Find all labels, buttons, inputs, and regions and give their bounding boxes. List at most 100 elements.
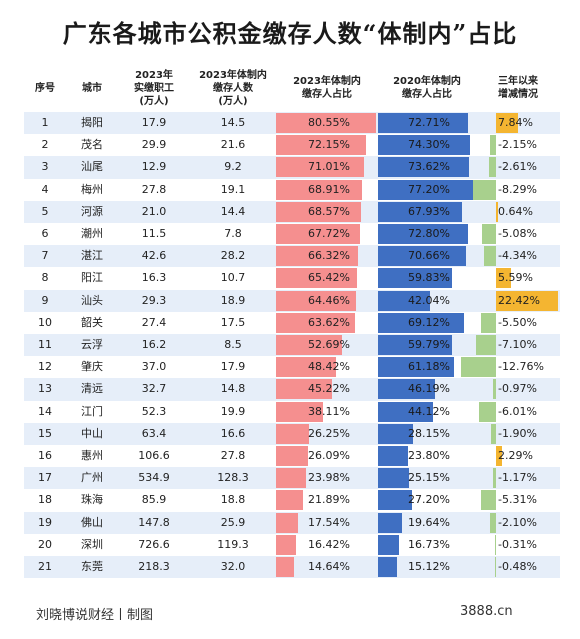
row-number: 3 xyxy=(41,160,49,174)
row-number: 2 xyxy=(41,138,49,152)
share-2023-bar xyxy=(276,490,304,511)
change-bar xyxy=(496,113,518,133)
share-2023-label: 67.72% xyxy=(308,227,350,240)
share-2020-bar xyxy=(378,379,436,400)
change-label: -2.15% xyxy=(498,138,537,152)
share-2020-bar xyxy=(378,357,454,378)
share-2020-label: 72.80% xyxy=(408,227,450,240)
change-label: -1.17% xyxy=(498,471,537,485)
share-2020-label: 72.71% xyxy=(408,116,450,129)
share-2023-bar xyxy=(276,423,309,444)
gov-workers-value: 21.6 xyxy=(220,138,246,152)
share-2020-bar xyxy=(378,423,413,444)
city-name: 梅州 xyxy=(81,182,103,196)
city-name: 清远 xyxy=(81,382,103,396)
city-name: 东莞 xyxy=(81,560,103,573)
share-2023-label: 64.46% xyxy=(308,293,350,307)
workers-value: 29.9 xyxy=(141,138,167,152)
share-2020-bar xyxy=(378,268,453,289)
workers-value: 37.0 xyxy=(141,360,167,374)
change-bar xyxy=(490,423,496,444)
city-name: 揭阳 xyxy=(81,116,103,129)
change-bar xyxy=(483,246,496,267)
city-name: 阳江 xyxy=(81,271,103,285)
share-2020-label: 27.20% xyxy=(408,493,450,507)
header-city: 城市 xyxy=(82,82,102,94)
workers-value: 32.7 xyxy=(141,382,167,396)
row-number: 6 xyxy=(41,227,49,240)
share-2020-bar xyxy=(378,201,463,222)
share-2020-bar xyxy=(378,446,408,466)
share-2020-label: 59.79% xyxy=(408,338,450,351)
change-label: -8.29% xyxy=(498,182,537,196)
city-name: 肇庆 xyxy=(81,360,103,374)
share-2020-label: 61.18% xyxy=(408,360,450,374)
table-row: 14 江门 52.3 19.9 38.11% 44.12% -6.01% xyxy=(24,400,560,423)
city-name: 汕头 xyxy=(81,293,103,307)
share-2020-bar xyxy=(378,468,410,489)
share-2023-label: 63.62% xyxy=(308,315,350,329)
change-bar xyxy=(490,135,496,156)
gov-workers-value: 128.3 xyxy=(217,471,249,485)
change-bar xyxy=(481,490,496,511)
gov-workers-value: 14.4 xyxy=(220,204,246,218)
share-2023-bar xyxy=(276,512,298,533)
share-2020-label: 23.80% xyxy=(408,449,450,462)
change-bar xyxy=(493,379,496,400)
change-label: -2.61% xyxy=(498,160,537,174)
share-2023-label: 68.57% xyxy=(308,204,350,218)
header-share2023: 2023年体制内 缴存人占比 xyxy=(293,76,361,100)
share-2020-bar xyxy=(378,512,403,533)
change-bar xyxy=(496,268,512,289)
table-row: 20 深圳 726.6 119.3 16.42% 16.73% -0.31% xyxy=(24,533,560,556)
share-2020-bar xyxy=(378,135,471,156)
share-2023-label: 26.25% xyxy=(308,426,350,440)
gov-workers-value: 32.0 xyxy=(220,560,246,573)
table-row: 13 清远 32.7 14.8 45.22% 46.19% -0.97% xyxy=(24,378,560,401)
share-2023-label: 17.54% xyxy=(308,515,350,529)
change-bar xyxy=(490,512,496,533)
city-name: 湛江 xyxy=(81,249,103,263)
row-number: 9 xyxy=(41,293,49,307)
share-2020-label: 73.62% xyxy=(408,160,450,174)
change-bar xyxy=(480,312,496,333)
share-2023-label: 68.91% xyxy=(308,182,350,196)
city-name: 韶关 xyxy=(81,315,103,329)
change-bar xyxy=(494,557,496,577)
change-label: -5.08% xyxy=(498,227,537,240)
share-2020-label: 42.04% xyxy=(408,293,450,307)
share-2020-label: 15.12% xyxy=(408,560,450,573)
share-2020-bar xyxy=(378,557,397,577)
share-2020-label: 44.12% xyxy=(408,404,450,418)
workers-value: 52.3 xyxy=(141,404,167,418)
row-number: 8 xyxy=(41,271,49,285)
share-2023-bar xyxy=(276,246,359,267)
row-number: 15 xyxy=(38,426,52,440)
city-name: 潮州 xyxy=(81,227,103,240)
change-bar xyxy=(481,224,496,244)
row-number: 5 xyxy=(41,204,49,218)
share-2020-bar xyxy=(378,312,464,333)
header-share2020: 2020年体制内 缴存人占比 xyxy=(393,76,461,100)
share-2023-bar xyxy=(276,290,357,311)
gov-workers-value: 28.2 xyxy=(220,249,246,263)
share-2020-label: 74.30% xyxy=(408,138,450,152)
share-2023-bar xyxy=(276,534,297,555)
table-row: 3 汕尾 12.9 9.2 71.01% 73.62% -2.61% xyxy=(24,156,560,179)
share-2023-label: 23.98% xyxy=(308,471,350,485)
workers-value: 147.8 xyxy=(138,515,170,529)
table-row: 7 湛江 42.6 28.2 66.32% 70.66% -4.34% xyxy=(24,245,560,268)
workers-value: 27.8 xyxy=(141,182,167,196)
city-name: 汕尾 xyxy=(81,160,103,174)
share-2020-label: 46.19% xyxy=(408,382,450,396)
share-2020-bar xyxy=(378,534,399,555)
change-bar xyxy=(492,468,496,489)
share-2020-bar xyxy=(378,290,431,311)
share-2023-label: 65.42% xyxy=(308,271,350,285)
share-2020-label: 25.15% xyxy=(408,471,450,485)
header-no: 序号 xyxy=(35,82,55,94)
share-2023-bar xyxy=(276,401,324,422)
row-number: 7 xyxy=(41,249,49,263)
change-label: -7.10% xyxy=(498,338,537,351)
table-row: 12 肇庆 37.0 17.9 48.42% 61.18% -12.76% xyxy=(24,356,560,379)
